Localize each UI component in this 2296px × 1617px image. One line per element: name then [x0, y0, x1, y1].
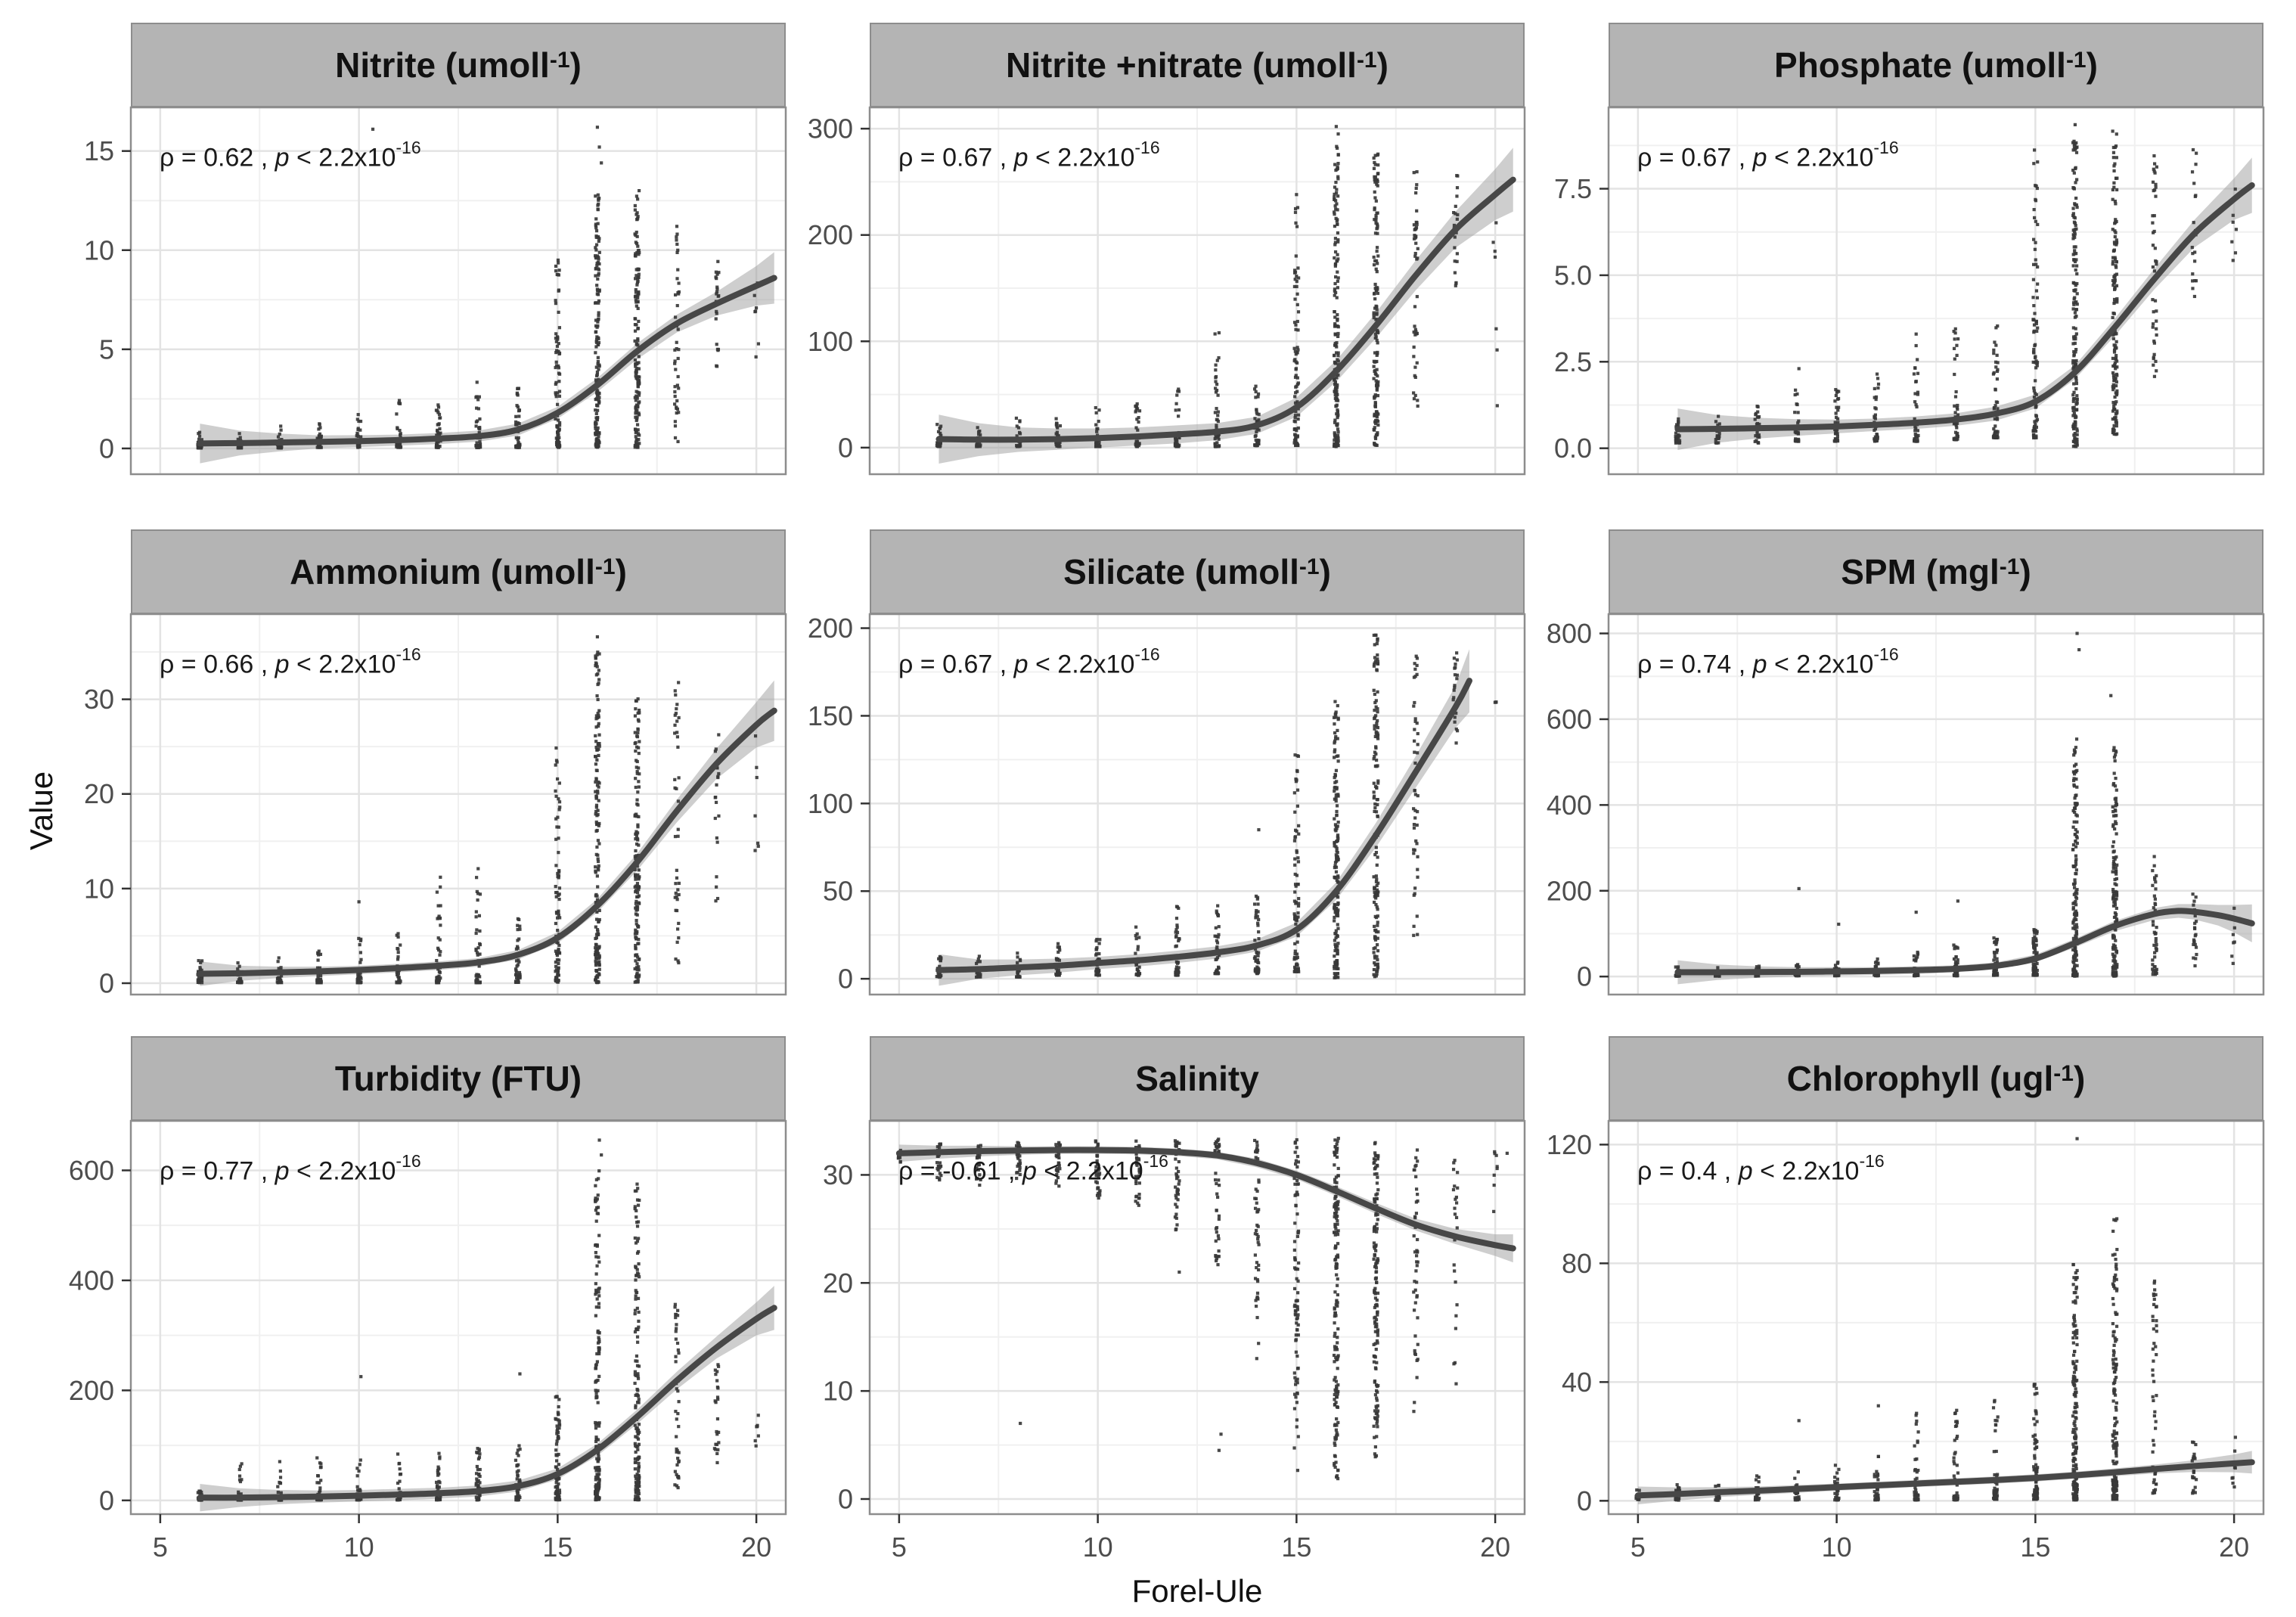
- panel-ammonium: Ammonium (umoll -1) 0 10 20 30 ρ = 0.66 , p < …: [29, 529, 787, 998]
- x-tick-label: 5: [153, 1532, 168, 1563]
- x-tick-label: 10: [344, 1532, 374, 1563]
- panel-salinity: Salinity 0 10 20 30 5 10 15 20 ρ = -0.61 , p < 2.…: [768, 1036, 1526, 1612]
- y-tick-label: 300: [808, 113, 853, 144]
- panel-nitrite: Nitrite (umoll -1) 0 5 10 15 ρ = 0.62 , p < 2.…: [29, 23, 787, 476]
- y-tick-label: 600: [69, 1155, 114, 1186]
- correlation-annotation-nitrite-nitrate: ρ = 0.67 , p < 2.2x10-16: [898, 138, 1160, 172]
- y-tick-label: 200: [808, 219, 853, 250]
- x-axis-title: Forel-Ule: [1131, 1573, 1263, 1609]
- y-tick-label: 20: [823, 1268, 853, 1299]
- panel-turbidity: Turbidity (FTU) 0 200 400 600 5 10 15 20 ρ = 0.77…: [29, 1036, 787, 1612]
- panel-chlorophyll: Chlorophyll (ugl -1) 0 40 80 120 5 10 15 20 ρ = 0.…: [1506, 1036, 2265, 1612]
- x-tick-label: 10: [1083, 1532, 1113, 1563]
- plot-ammonium: 0 10 20 30: [84, 613, 787, 998]
- x-tick-label: 20: [1480, 1532, 1510, 1563]
- plot-spm: 0 200 400 600 800: [1547, 613, 2265, 996]
- y-tick-label: 200: [69, 1375, 114, 1406]
- y-tick-label: 30: [84, 684, 114, 715]
- facet-title: Silicate (umoll: [1063, 552, 1299, 591]
- facet-title: Turbidity (FTU): [334, 1059, 582, 1098]
- y-tick-label: 0.0: [1554, 433, 1592, 464]
- facet-title: SPM (mgl: [1841, 552, 2000, 591]
- y-tick-label: 400: [69, 1265, 114, 1296]
- y-tick-label: 0: [99, 1485, 114, 1516]
- facet-strip-spm: SPM (mgl -1): [1609, 529, 2263, 614]
- x-tick-label: 15: [1281, 1532, 1311, 1563]
- y-tick-label: 7.5: [1554, 173, 1592, 204]
- correlation-annotation-turbidity: ρ = 0.77 , p < 2.2x10-16: [160, 1151, 421, 1186]
- y-tick-label: 0: [838, 964, 853, 995]
- x-tick-label: 20: [2219, 1532, 2249, 1563]
- y-tick-label: 0: [838, 432, 853, 463]
- correlation-annotation-spm: ρ = 0.74 , p < 2.2x10-16: [1637, 644, 1899, 679]
- facet-strip-nitrite-nitrate: Nitrite +nitrate (umoll -1): [870, 23, 1525, 107]
- x-tick-label: 5: [1630, 1532, 1646, 1563]
- y-tick-label: 5: [99, 334, 114, 365]
- facet-title: Ammonium (umoll: [290, 552, 595, 591]
- panel-silicate: Silicate (umoll -1) 0 50 100 150 200 ρ = 0.67 ,…: [768, 529, 1526, 996]
- plot-nitrite-nitrate: 0 100 200 300: [808, 106, 1526, 476]
- facet-title: Chlorophyll (ugl: [1786, 1059, 2054, 1098]
- facet-strip-nitrite: Nitrite (umoll -1): [131, 23, 786, 107]
- x-tick-label: 15: [2020, 1532, 2050, 1563]
- plot-chlorophyll: 0 40 80 120 5 10 15 20: [1547, 1119, 2265, 1563]
- facet-strip-silicate: Silicate (umoll -1): [870, 529, 1525, 614]
- y-tick-label: 2.5: [1554, 346, 1592, 377]
- facet-strip-salinity: Salinity: [870, 1036, 1525, 1121]
- y-tick-label: 800: [1547, 618, 1592, 649]
- facet-strip-phosphate: Phosphate (umoll -1): [1609, 23, 2263, 107]
- x-tick-label: 10: [1822, 1532, 1852, 1563]
- y-tick-label: 600: [1547, 703, 1592, 734]
- y-tick-label: 40: [1562, 1367, 1592, 1398]
- y-tick-label: 400: [1547, 790, 1592, 821]
- y-tick-label: 10: [84, 234, 114, 265]
- y-tick-label: 20: [84, 778, 114, 809]
- y-tick-label: 80: [1562, 1248, 1592, 1279]
- correlation-annotation-silicate: ρ = 0.67 , p < 2.2x10-16: [898, 644, 1160, 679]
- y-tick-label: 5.0: [1554, 259, 1592, 290]
- x-tick-label: 5: [892, 1532, 907, 1563]
- x-tick-label: 20: [741, 1532, 771, 1563]
- y-axis-title: Value: [23, 771, 59, 851]
- facet-title: Salinity: [1135, 1059, 1259, 1098]
- y-tick-label: 0: [1577, 1485, 1592, 1516]
- y-tick-label: 10: [84, 873, 114, 904]
- y-tick-label: 10: [823, 1376, 853, 1407]
- plot-nitrite: 0 5 10 15: [84, 106, 787, 476]
- y-tick-label: 0: [99, 433, 114, 464]
- plot-phosphate: 0.0 2.5 5.0 7.5: [1554, 106, 2265, 476]
- panel-phosphate: Phosphate (umoll -1) 0.0 2.5 5.0 7.5 ρ = 0.67 …: [1506, 23, 2265, 476]
- facet-strip-ammonium: Ammonium (umoll -1): [131, 529, 786, 614]
- correlation-annotation-ammonium: ρ = 0.66 , p < 2.2x10-16: [160, 644, 421, 679]
- facet-strip-chlorophyll: Chlorophyll (ugl -1): [1609, 1036, 2263, 1121]
- y-tick-label: 50: [823, 876, 853, 907]
- y-tick-label: 100: [808, 788, 853, 819]
- y-tick-label: 30: [823, 1159, 853, 1190]
- facet-strip-turbidity: Turbidity (FTU): [131, 1036, 786, 1121]
- panel-spm: SPM (mgl -1) 0 200 400 600 800 ρ = 0.74 , p < 2…: [1506, 529, 2265, 996]
- plot-salinity: 0 10 20 30 5 10 15 20: [823, 1119, 1526, 1563]
- correlation-annotation-chlorophyll: ρ = 0.4 , p < 2.2x10-16: [1637, 1151, 1885, 1186]
- plot-silicate: 0 50 100 150 200: [808, 613, 1526, 996]
- facet-title: Nitrite +nitrate (umoll: [1006, 45, 1357, 85]
- y-tick-label: 0: [838, 1484, 853, 1515]
- plot-turbidity: 0 200 400 600 5 10 15 20: [69, 1119, 787, 1563]
- y-tick-label: 200: [808, 613, 853, 644]
- y-tick-label: 100: [808, 326, 853, 357]
- correlation-annotation-phosphate: ρ = 0.67 , p < 2.2x10-16: [1637, 138, 1899, 172]
- correlation-annotation-nitrite: ρ = 0.62 , p < 2.2x10-16: [160, 138, 421, 172]
- y-tick-label: 120: [1547, 1129, 1592, 1160]
- y-tick-label: 200: [1547, 875, 1592, 906]
- panel-nitrite-nitrate: Nitrite +nitrate (umoll -1) 0 100 200 300 ρ = …: [768, 23, 1526, 476]
- y-tick-label: 0: [99, 967, 114, 998]
- correlation-annotation-salinity: ρ = -0.61 , p < 2.2x10-16: [898, 1151, 1168, 1186]
- y-tick-label: 15: [84, 135, 114, 166]
- x-tick-label: 15: [542, 1532, 572, 1563]
- facet-title: Phosphate (umoll: [1774, 45, 2066, 85]
- y-tick-label: 0: [1577, 961, 1592, 992]
- y-tick-label: 150: [808, 700, 853, 731]
- facet-title: Nitrite (umoll: [335, 45, 550, 85]
